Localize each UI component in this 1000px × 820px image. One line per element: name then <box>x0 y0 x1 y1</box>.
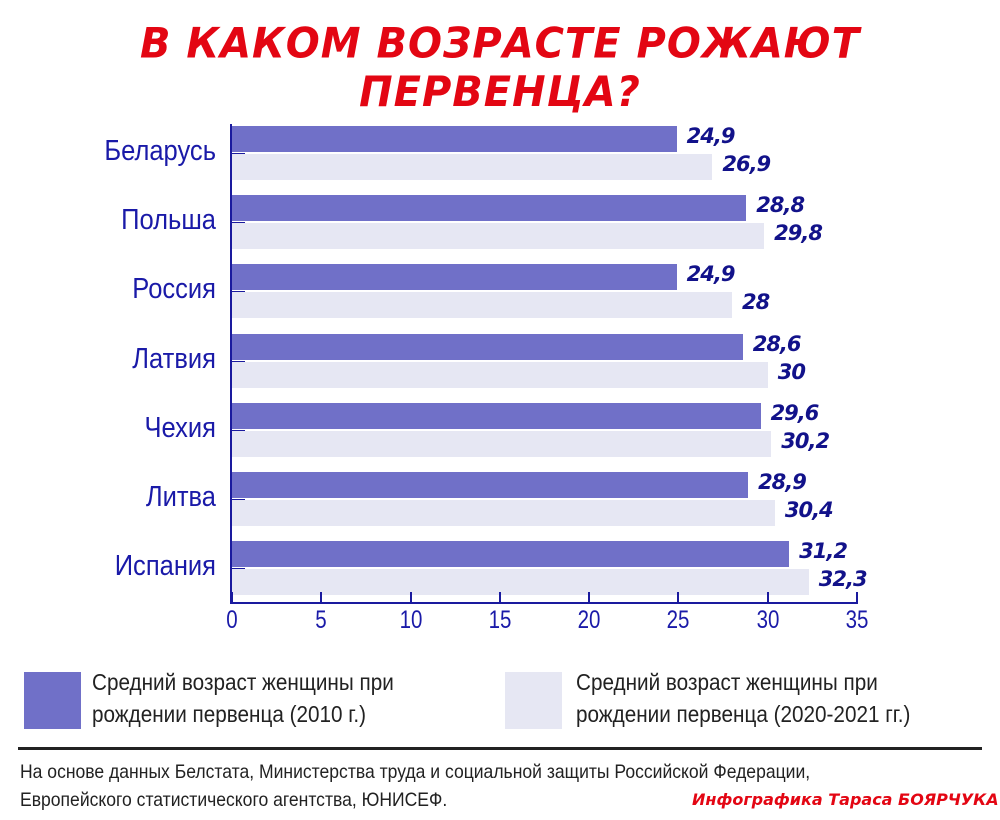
bar-2020 <box>232 430 772 457</box>
value-label: 32,3 <box>818 567 868 592</box>
footer-divider <box>18 747 982 750</box>
x-tick <box>856 592 858 603</box>
bar-2020 <box>232 292 732 319</box>
bar-2020 <box>232 154 713 180</box>
page-title: В каком возрасте рожают первенца? <box>139 19 861 117</box>
bar-2010 <box>232 264 677 291</box>
x-tick-label: 0 <box>226 606 238 634</box>
y-axis <box>230 124 232 604</box>
x-tick-label: 30 <box>756 606 780 634</box>
source-line-2: Европейского статистического агентства, … <box>20 789 448 811</box>
x-tick <box>498 592 501 603</box>
bar-2010 <box>232 541 790 568</box>
bar-chart: Беларусь 24,9 26,9 Польша 28,8 29,8 Россия 24,9… <box>104 124 869 634</box>
value-label: 28,8 <box>756 193 805 218</box>
x-tick-label: 5 <box>315 606 327 634</box>
x-tick-label: 10 <box>399 606 422 634</box>
value-label: 28,9 <box>758 470 807 494</box>
x-tick-label: 15 <box>488 606 512 634</box>
source-line-1: На основе данных Белстата, Министерства … <box>20 761 811 783</box>
category-label: Беларусь <box>104 135 216 167</box>
source-note: На основе данных Белстата, Министерства … <box>20 758 947 814</box>
x-tick <box>588 592 591 603</box>
value-label: 29,8 <box>774 221 823 246</box>
bar-2020 <box>232 500 775 526</box>
bar-2010 <box>232 195 747 222</box>
bar-2020 <box>232 569 809 596</box>
x-axis <box>230 602 858 604</box>
value-label: 30 <box>777 359 806 384</box>
bar-2020 <box>232 223 765 250</box>
legend-item-2010: Средний возраст женщины при рождении пер… <box>92 666 394 730</box>
bar-2010 <box>232 472 749 498</box>
value-label: 30,4 <box>784 498 834 522</box>
bar-2020 <box>232 361 768 388</box>
x-tick <box>766 592 769 603</box>
x-tick <box>409 592 412 603</box>
value-label: 24,9 <box>686 262 736 287</box>
legend-label-line2: рождении первенца (2020-2021 гг.) <box>576 701 911 727</box>
value-label: 24,9 <box>686 124 736 148</box>
category-label: Литва <box>145 481 216 513</box>
author-credit: Инфографика Тараса БОЯРЧУКА <box>692 790 999 809</box>
value-label: 28,6 <box>752 331 802 356</box>
category-label: Испания <box>114 550 216 583</box>
bar-2010 <box>232 333 743 360</box>
bar-2010 <box>232 402 761 429</box>
category-label: Польша <box>121 204 216 237</box>
legend-swatch-2020 <box>505 672 562 729</box>
value-label: 28 <box>742 290 770 315</box>
legend-swatch-2010 <box>24 672 81 729</box>
value-label: 26,9 <box>722 152 771 176</box>
bar-2010 <box>232 126 677 152</box>
legend-item-2020: Средний возраст женщины при рождении пер… <box>576 666 910 730</box>
value-label: 29,6 <box>770 400 820 425</box>
value-label: 30,2 <box>781 428 830 453</box>
x-tick <box>677 592 680 603</box>
x-tick-label: 35 <box>845 606 869 634</box>
x-tick-label: 25 <box>667 606 690 634</box>
x-tick-label: 20 <box>577 606 601 634</box>
category-label: Россия <box>132 273 216 306</box>
category-label: Латвия <box>132 342 216 375</box>
legend-label-line1: Средний возраст женщины при <box>92 669 394 695</box>
legend-label-line1: Средний возраст женщины при <box>576 669 878 695</box>
value-label: 31,2 <box>799 539 848 564</box>
x-tick <box>320 592 323 603</box>
legend-label-line2: рождении первенца (2010 г.) <box>92 701 366 727</box>
x-tick <box>231 592 233 603</box>
category-label: Чехия <box>144 411 216 444</box>
